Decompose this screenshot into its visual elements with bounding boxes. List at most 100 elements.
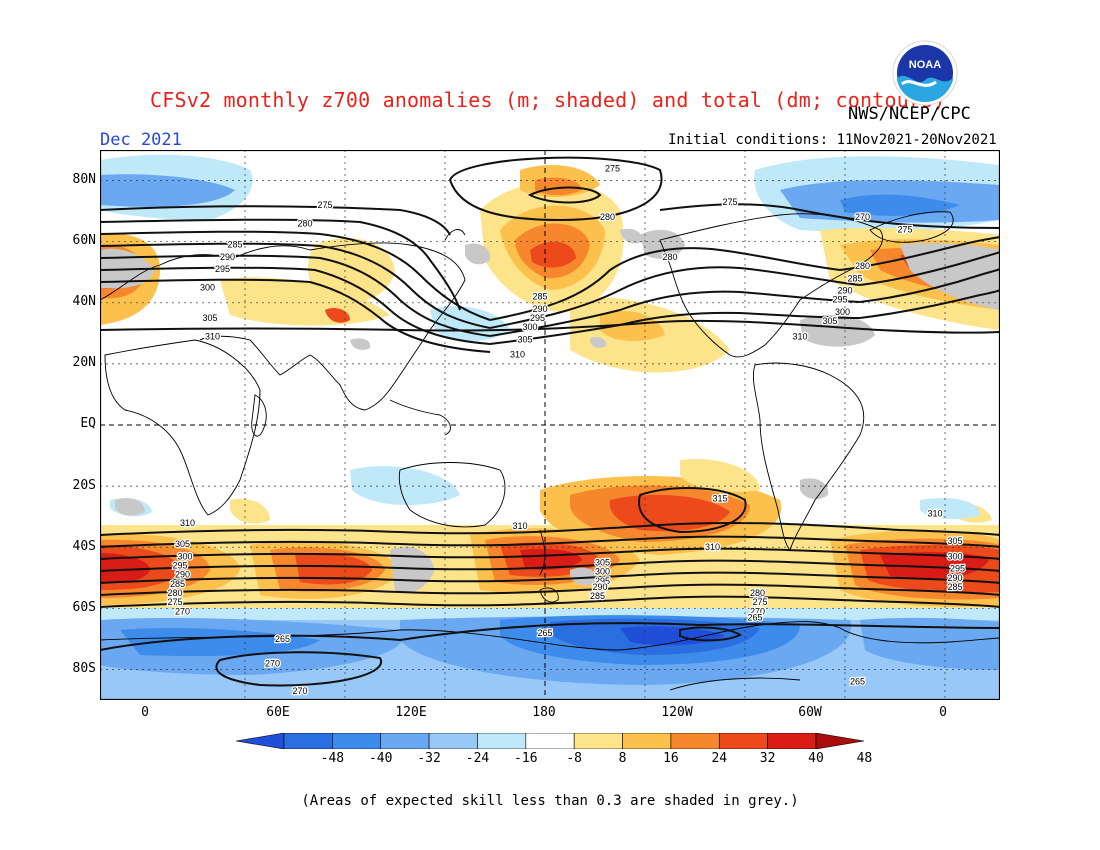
contour-label: 280 [297, 218, 312, 228]
contour-label: 285 [847, 273, 862, 283]
contour-label: 305 [822, 316, 837, 326]
contour-label: 300 [947, 551, 962, 561]
lon-label-60e: 60E [266, 705, 290, 720]
contour-label: 295 [950, 564, 965, 574]
agency-label: NWS/NCEP/CPC [848, 104, 971, 124]
colorbar-tick-label: 16 [663, 751, 679, 766]
contour-label: 295 [832, 295, 847, 305]
lat-label-40n: 40N [72, 294, 96, 309]
contour-label: 290 [532, 304, 547, 314]
contour-label: 280 [600, 212, 615, 222]
colorbar-swatch [525, 733, 575, 749]
contour-label: 290 [947, 573, 962, 583]
colorbar-arrow-high [815, 733, 864, 749]
contour-label: 310 [510, 350, 525, 360]
low-skill-grey-areas [100, 228, 1000, 594]
contour-label: 270 [265, 658, 280, 668]
lon-label-120w: 120W [661, 705, 693, 720]
contour-label: 285 [227, 240, 242, 250]
contour-label: 270 [292, 686, 307, 696]
contour-label: 300 [595, 567, 610, 577]
contour-label: 290 [220, 252, 235, 262]
contour-label: 300 [177, 551, 192, 561]
contour-label: 265 [747, 613, 762, 623]
chart-title: CFSv2 monthly z700 anomalies (m; shaded)… [150, 88, 946, 112]
contour-label: 315 [712, 493, 727, 503]
contour-label: 290 [175, 570, 190, 580]
contour-label: 295 [172, 561, 187, 571]
forecast-month: Dec 2021 [100, 130, 182, 150]
lat-label-80n: 80N [72, 172, 96, 187]
contour-label: 265 [275, 634, 290, 644]
colorbar-swatch [767, 733, 817, 749]
colorbar-tick-label: 24 [711, 751, 728, 766]
contour-label: 265 [850, 677, 865, 687]
contour-label: 305 [202, 313, 217, 323]
contour-label: 300 [835, 307, 850, 317]
colorbar-swatch [283, 733, 333, 749]
colorbar-tick-label: -24 [465, 751, 490, 766]
colorbar-tick-label: -8 [566, 751, 583, 766]
lon-label-120e: 120E [395, 705, 427, 720]
contour-label: 275 [722, 197, 737, 207]
contour-label: 305 [517, 334, 532, 344]
contour-label: 270 [175, 606, 190, 616]
contour-label: 275 [897, 224, 912, 234]
colorbar-tick-label: 32 [759, 751, 776, 766]
contour-label: 310 [927, 509, 942, 519]
lat-label-20s: 20S [72, 478, 96, 493]
contour-label: 285 [170, 579, 185, 589]
contour-label: 265 [537, 628, 552, 638]
contour-label: 310 [705, 542, 720, 552]
colorbar-tick-label: -16 [514, 751, 538, 766]
contour-label: 275 [605, 163, 620, 173]
height-contours [100, 156, 1000, 687]
contour-label: 310 [512, 521, 527, 531]
contour-label: 285 [947, 582, 962, 592]
contour-label: 310 [792, 331, 807, 341]
lat-label-80s: 80S [72, 661, 96, 676]
contour-label: 280 [167, 588, 182, 598]
lat-label-60n: 60N [72, 233, 96, 248]
contour-label: 280 [855, 261, 870, 271]
contour-label: 270 [750, 606, 765, 616]
colorbar-tick-label: -40 [368, 751, 393, 766]
lat-label-eq: EQ [80, 416, 96, 431]
contour-label: 275 [167, 597, 182, 607]
colorbar-tick-label: 48 [856, 751, 873, 766]
contour-label: 285 [590, 591, 605, 601]
colorbar-swatch [622, 733, 672, 749]
lon-label-180: 180 [532, 705, 556, 720]
lat-label-40s: 40S [72, 539, 96, 554]
contour-label: 305 [947, 536, 962, 546]
negative-anomaly-north [100, 154, 1000, 232]
grid-lines [100, 150, 1000, 700]
anomaly-map: 2752752752802852902953003053102802802702… [100, 150, 1000, 700]
contour-label: 305 [595, 558, 610, 568]
contour-labels: 2752752752802852902953003053102802802702… [166, 162, 966, 697]
contour-label: 280 [662, 252, 677, 262]
contour-label: 310 [205, 331, 220, 341]
colorbar-swatch [573, 733, 623, 749]
lon-label-0-east: 0 [939, 705, 947, 720]
lat-label-60s: 60S [72, 600, 96, 615]
colorbar [236, 733, 864, 749]
contour-label: 295 [530, 313, 545, 323]
contour-label: 310 [180, 518, 195, 528]
contour-label: 270 [855, 212, 870, 222]
colorbar-tick-label: -32 [417, 751, 441, 766]
colorbar-swatch [670, 733, 720, 749]
contour-label: 285 [532, 292, 547, 302]
colorbar-swatch [718, 733, 768, 749]
contour-label: 305 [175, 539, 190, 549]
colorbar-swatch [380, 733, 430, 749]
colorbar-arrow-low [236, 733, 285, 749]
noaa-logo-text: NOAA [909, 59, 941, 71]
contour-label: 290 [837, 286, 852, 296]
contour-label: 295 [215, 264, 230, 274]
colorbar-tick-label: 8 [618, 751, 627, 766]
contour-label: 275 [752, 597, 767, 607]
contour-label: 300 [522, 322, 537, 332]
colorbar-tick-label: -48 [320, 751, 345, 766]
contour-label: 280 [750, 588, 765, 598]
